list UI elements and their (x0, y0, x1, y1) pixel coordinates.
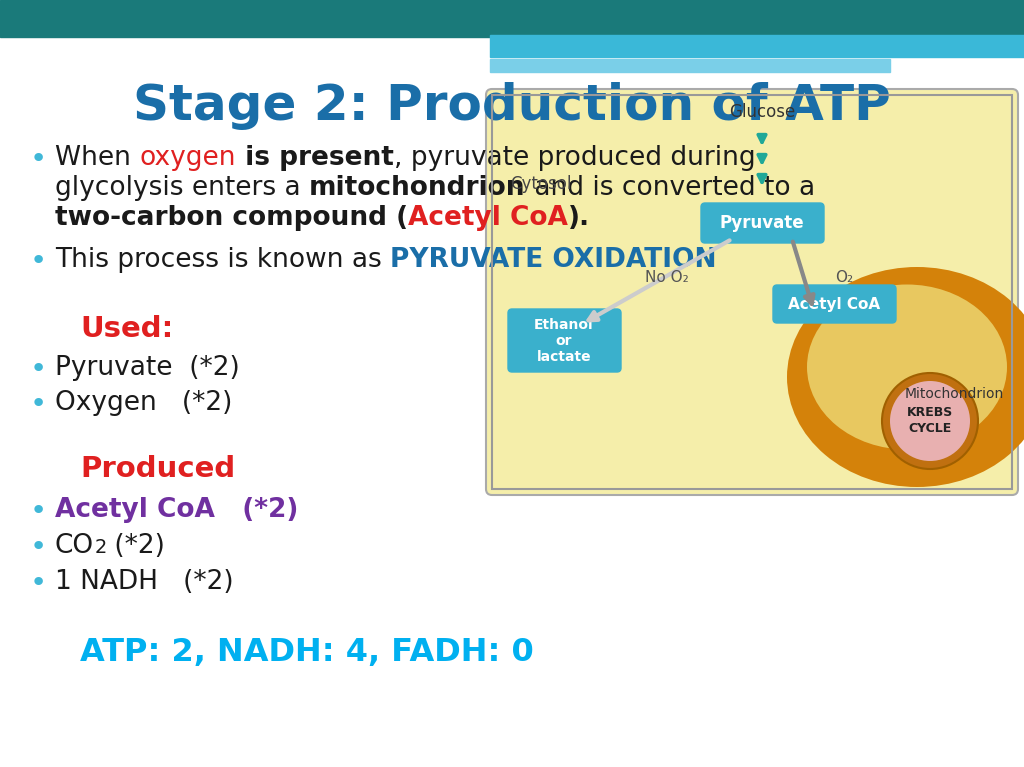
Text: •: • (30, 497, 47, 525)
Text: oxygen: oxygen (139, 145, 236, 171)
Text: •: • (30, 355, 47, 383)
Text: Pyruvate: Pyruvate (720, 214, 804, 232)
Text: CYCLE: CYCLE (908, 422, 951, 434)
FancyBboxPatch shape (508, 309, 621, 372)
Text: Acetyl CoA: Acetyl CoA (409, 205, 568, 231)
Text: This process is known as: This process is known as (55, 247, 390, 273)
Text: PYRUVATE OXIDATION: PYRUVATE OXIDATION (390, 247, 717, 273)
Text: Cytosol: Cytosol (510, 175, 571, 193)
Text: •: • (30, 145, 47, 173)
Text: 2: 2 (94, 538, 106, 557)
Text: ).: ). (568, 205, 590, 231)
Text: •: • (30, 247, 47, 275)
FancyBboxPatch shape (486, 89, 1018, 495)
Bar (0, 0, 1024, 37)
FancyBboxPatch shape (701, 203, 824, 243)
Text: When: When (55, 145, 139, 171)
Text: mitochondrion: mitochondrion (309, 175, 525, 201)
Ellipse shape (787, 267, 1024, 487)
Text: No O₂: No O₂ (645, 271, 689, 285)
Text: Produced: Produced (80, 455, 236, 483)
Text: 1 NADH   (*2): 1 NADH (*2) (55, 569, 233, 595)
Text: •: • (30, 569, 47, 597)
Bar (490, 35, 1024, 57)
Text: , pyruvate produced during: , pyruvate produced during (393, 145, 756, 171)
Text: Glucose: Glucose (729, 103, 795, 121)
Text: Stage 2: Production of ATP: Stage 2: Production of ATP (133, 82, 891, 130)
Text: Used:: Used: (80, 315, 173, 343)
Text: Acetyl CoA   (*2): Acetyl CoA (*2) (55, 497, 298, 523)
Text: Oxygen   (*2): Oxygen (*2) (55, 390, 232, 416)
Bar (490, 59, 890, 72)
Text: Mitochondrion: Mitochondrion (905, 387, 1004, 401)
Text: ATP: 2, NADH: 4, FADH: 0: ATP: 2, NADH: 4, FADH: 0 (80, 637, 534, 668)
Text: is present: is present (236, 145, 393, 171)
Text: KREBS: KREBS (907, 406, 953, 419)
Text: Ethanol
or
lactate: Ethanol or lactate (535, 318, 594, 364)
Text: •: • (30, 390, 47, 418)
Text: two-carbon compound: two-carbon compound (55, 205, 387, 231)
Bar (492, 95, 1012, 489)
Text: Acetyl CoA: Acetyl CoA (787, 297, 880, 311)
Text: CO: CO (55, 533, 94, 559)
Circle shape (890, 381, 970, 461)
FancyBboxPatch shape (773, 285, 896, 323)
Ellipse shape (807, 285, 1007, 449)
Text: Pyruvate  (*2): Pyruvate (*2) (55, 355, 240, 381)
Text: glycolysis enters a: glycolysis enters a (55, 175, 309, 201)
Text: and is converted to a: and is converted to a (525, 175, 815, 201)
Text: O₂: O₂ (835, 271, 853, 285)
Circle shape (882, 373, 978, 469)
Text: •: • (30, 533, 47, 561)
Text: (*2): (*2) (106, 533, 165, 559)
Text: (: ( (387, 205, 409, 231)
